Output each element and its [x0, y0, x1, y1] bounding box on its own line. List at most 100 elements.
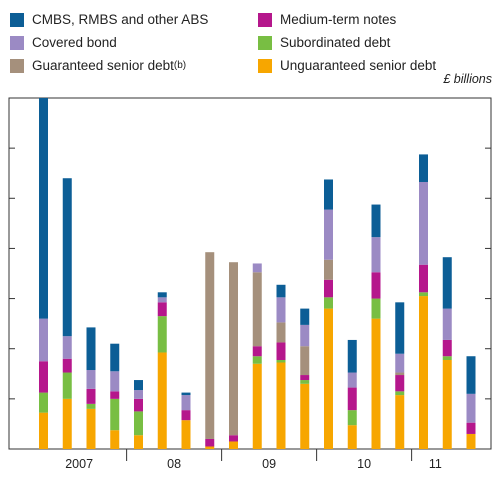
bar-segment [442, 356, 452, 360]
bar-segment [324, 308, 333, 449]
bar-segment [39, 318, 48, 362]
bar-segment [39, 361, 48, 393]
bar-segment [276, 359, 286, 363]
bar-segment [134, 380, 143, 391]
bar-segment [110, 391, 120, 399]
x-tick-label: 11 [429, 457, 442, 471]
bar-segment [229, 435, 238, 442]
bar-segment [252, 346, 262, 357]
bar-segment [110, 343, 120, 372]
bar-segment [466, 422, 476, 434]
bar-segment [395, 353, 405, 373]
bar-segment [395, 395, 405, 449]
legend-label-unguaranteed: Unguaranteed senior debt [280, 58, 437, 73]
chart-legend: CMBS, RMBS and other ABS Medium-term not… [10, 8, 490, 84]
bar-segment [39, 98, 48, 319]
bar-segment [62, 178, 72, 337]
bar-segment [300, 346, 310, 376]
bar-segment [62, 372, 72, 399]
bar-segment [466, 356, 476, 394]
bar-segment [466, 433, 476, 449]
legend-label-guaranteed-note: (b) [173, 60, 187, 71]
bar-segment [442, 257, 452, 309]
bar-segment [39, 412, 48, 449]
bar-segment [157, 292, 167, 298]
bar-segment [324, 297, 333, 309]
bar-segment [347, 387, 357, 411]
bar-segment [324, 259, 333, 280]
bar-segment [371, 272, 381, 299]
bar-segment [39, 392, 48, 413]
x-tick-label: 08 [167, 457, 181, 471]
bar-segment [62, 358, 72, 373]
bar-segment [347, 425, 357, 449]
legend-item-guaranteed: Guaranteed senior debt (b) [10, 58, 186, 73]
bar-segment [371, 298, 381, 319]
bar-segment [419, 181, 428, 265]
x-tick-label: 2007 [65, 457, 93, 471]
bar-segment [205, 446, 215, 449]
bar-segment [110, 398, 120, 431]
bar-segment [157, 302, 167, 317]
bar-segment [419, 296, 428, 449]
bar-segment [347, 339, 357, 373]
bar-segment [86, 327, 96, 371]
bar-segment [324, 209, 333, 260]
bar-segment [442, 359, 452, 449]
bar-segment [371, 204, 381, 238]
bar-segment [371, 318, 381, 449]
legend-swatch-subordinated [258, 35, 272, 50]
bar-segment [276, 362, 286, 449]
legend-swatch-abs [10, 12, 24, 27]
bar-segment [466, 393, 476, 423]
bar-segment [300, 380, 310, 384]
bar-segment [419, 264, 428, 293]
legend-label-guaranteed: Guaranteed senior debt [32, 58, 174, 73]
bar-segment [134, 411, 143, 436]
bar-segment [86, 370, 96, 389]
bar-segment [300, 383, 310, 449]
bar-segment [229, 441, 238, 449]
bar-segment [324, 279, 333, 298]
legend-item-unguaranteed: Unguaranteed senior debt [258, 58, 436, 73]
bar-segment [205, 252, 215, 439]
bar-segment [157, 352, 167, 449]
legend-label-covered: Covered bond [32, 35, 117, 50]
bar-segment [252, 356, 262, 364]
bar-segment [62, 398, 72, 449]
bar-segment [157, 316, 167, 353]
bar-segment [181, 420, 191, 449]
bar-segment [419, 154, 428, 182]
legend-item-abs: CMBS, RMBS and other ABS [10, 12, 208, 27]
legend-item-covered: Covered bond [10, 35, 117, 50]
legend-swatch-guaranteed [10, 58, 24, 73]
bar-segment [371, 237, 381, 273]
bar-segment [419, 292, 428, 297]
legend-label-abs: CMBS, RMBS and other ABS [32, 12, 209, 27]
bar-segment [300, 308, 310, 325]
legend-swatch-mtn [258, 12, 272, 27]
bar-segment [252, 272, 262, 347]
bar-segment [276, 322, 286, 343]
legend-label-mtn: Medium-term notes [280, 12, 397, 27]
bar-segment [395, 372, 405, 376]
legend-swatch-covered [10, 35, 24, 50]
bar-segment [395, 391, 405, 396]
bar-segment [442, 339, 452, 357]
bar-segment [276, 297, 286, 323]
legend-swatch-unguaranteed [258, 58, 272, 73]
bar-segment [181, 410, 191, 421]
bar-segment [134, 398, 143, 412]
legend-label-subordinated: Subordinated debt [280, 35, 391, 50]
bar-segment [181, 395, 191, 411]
bar-segment [86, 408, 96, 449]
bar-segment [110, 430, 120, 449]
bar-segment [62, 336, 72, 359]
bar-segment [252, 263, 262, 273]
bar-segment [86, 403, 96, 409]
bar-segment [276, 284, 286, 298]
bar-segment [395, 302, 405, 354]
legend-item-mtn: Medium-term notes [258, 12, 396, 27]
bar-segment [110, 371, 120, 392]
